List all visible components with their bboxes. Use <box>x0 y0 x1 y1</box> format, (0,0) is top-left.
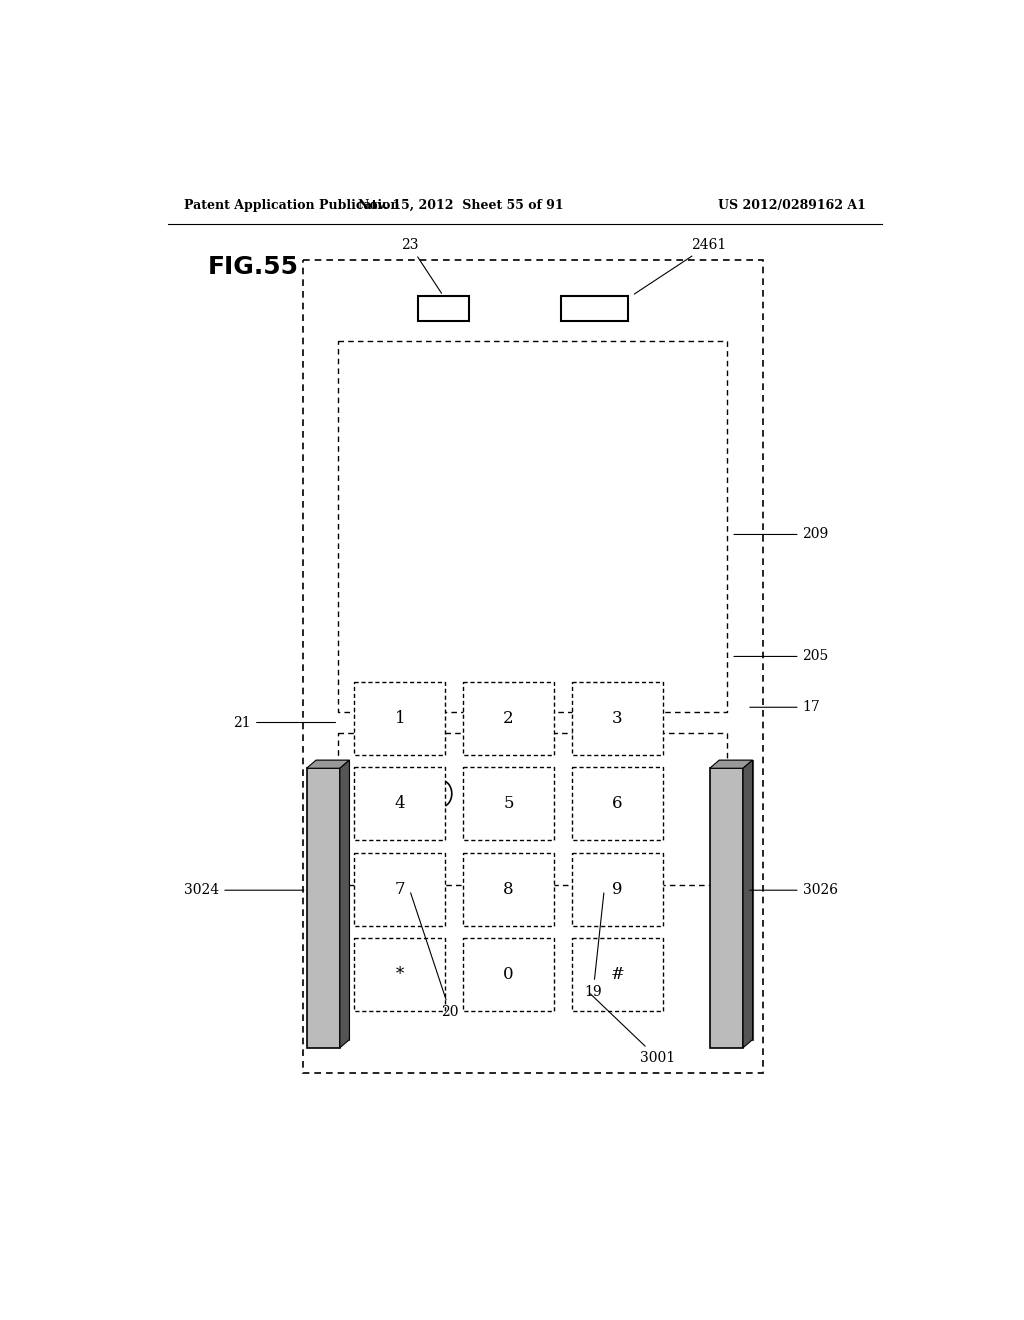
Text: Nov. 15, 2012  Sheet 55 of 91: Nov. 15, 2012 Sheet 55 of 91 <box>358 199 564 213</box>
Text: 6: 6 <box>612 796 623 812</box>
Bar <box>418 296 469 321</box>
Text: 1: 1 <box>394 710 406 727</box>
Bar <box>354 682 445 755</box>
Polygon shape <box>340 760 349 1048</box>
Text: Patent Application Publication: Patent Application Publication <box>183 199 399 213</box>
Bar <box>560 296 628 321</box>
Text: 3026: 3026 <box>750 883 838 898</box>
Circle shape <box>391 780 412 807</box>
Bar <box>463 682 554 755</box>
Bar <box>303 260 763 1073</box>
Text: 21: 21 <box>233 715 336 730</box>
Text: 20: 20 <box>411 892 459 1019</box>
Text: 3001: 3001 <box>590 994 675 1065</box>
Polygon shape <box>710 760 753 768</box>
Bar <box>338 342 727 713</box>
Circle shape <box>638 780 658 807</box>
Text: 9: 9 <box>612 880 623 898</box>
Bar <box>463 939 554 1011</box>
Circle shape <box>431 780 452 807</box>
Polygon shape <box>306 760 349 768</box>
Bar <box>354 853 445 925</box>
Text: FIG.55: FIG.55 <box>207 255 298 279</box>
Bar <box>316 760 349 1040</box>
Circle shape <box>593 775 624 813</box>
Text: 5: 5 <box>503 796 514 812</box>
Bar <box>719 760 753 1040</box>
Text: 0: 0 <box>503 966 514 983</box>
Text: 205: 205 <box>734 649 828 664</box>
Bar <box>571 767 663 841</box>
Bar <box>571 939 663 1011</box>
Text: 4: 4 <box>394 796 406 812</box>
Text: 23: 23 <box>401 238 441 293</box>
Bar <box>306 768 340 1048</box>
Bar <box>463 767 554 841</box>
Text: 19: 19 <box>585 892 604 999</box>
Text: 7: 7 <box>394 880 406 898</box>
Text: 8: 8 <box>503 880 514 898</box>
Bar <box>354 939 445 1011</box>
Bar <box>463 853 554 925</box>
Bar <box>338 733 727 886</box>
Polygon shape <box>743 760 753 1048</box>
Bar <box>710 768 743 1048</box>
Text: 3024: 3024 <box>184 883 304 898</box>
Text: US 2012/0289162 A1: US 2012/0289162 A1 <box>718 199 866 213</box>
Text: *: * <box>395 966 403 983</box>
Bar <box>354 767 445 841</box>
Bar <box>571 682 663 755</box>
Text: 2: 2 <box>503 710 514 727</box>
Text: 2461: 2461 <box>634 238 727 294</box>
Bar <box>571 853 663 925</box>
Text: 3: 3 <box>612 710 623 727</box>
Text: #: # <box>610 966 625 983</box>
Text: 209: 209 <box>734 528 828 541</box>
Text: 17: 17 <box>750 700 820 714</box>
